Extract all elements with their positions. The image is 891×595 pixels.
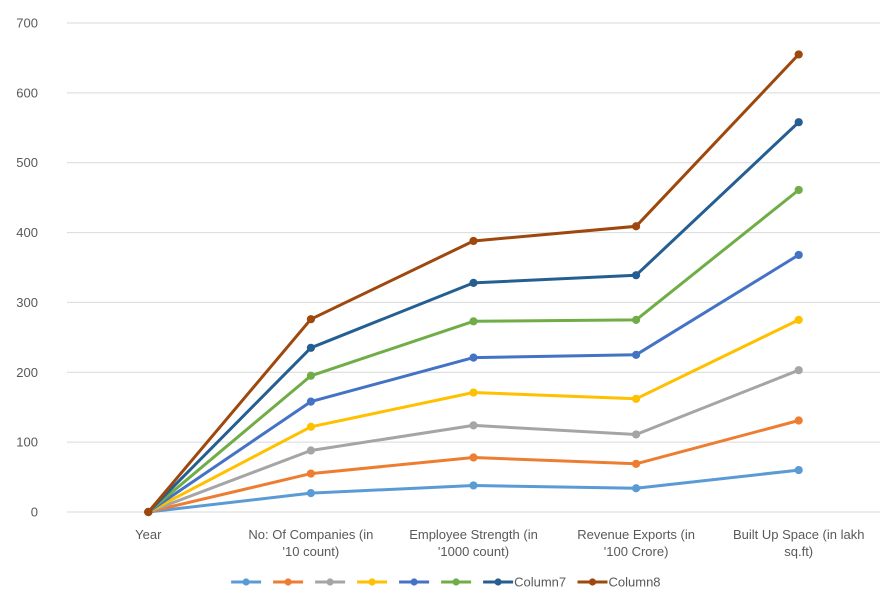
legend-item bbox=[231, 578, 262, 586]
data-point bbox=[306, 489, 315, 498]
data-point bbox=[794, 315, 803, 324]
data-point bbox=[306, 446, 315, 455]
data-point bbox=[794, 250, 803, 260]
data-point bbox=[469, 481, 478, 490]
data-point bbox=[794, 50, 803, 59]
legend-item bbox=[273, 578, 304, 586]
legend-swatch-marker bbox=[452, 578, 460, 586]
data-point bbox=[469, 236, 478, 246]
data-point bbox=[469, 317, 478, 326]
y-tick-label: 0 bbox=[31, 505, 38, 520]
legend-swatch-marker bbox=[588, 578, 597, 586]
legend-swatch-marker bbox=[494, 578, 502, 586]
y-tick-label: 700 bbox=[16, 16, 38, 31]
x-category-label: No: Of Companies (in '10 count) bbox=[248, 527, 373, 559]
data-point bbox=[144, 507, 153, 517]
y-tick-label: 300 bbox=[16, 295, 38, 310]
data-point bbox=[632, 350, 641, 359]
gridlines bbox=[67, 22, 880, 513]
data-point bbox=[469, 421, 478, 430]
x-category-label: Built Up Space (in lakh sq.ft) bbox=[733, 527, 865, 559]
series-4 bbox=[144, 315, 803, 517]
data-point bbox=[794, 465, 803, 475]
series-8 bbox=[144, 50, 803, 517]
y-axis-tick-labels: 0 100 200 300 400 500 600 700 bbox=[16, 16, 38, 520]
data-point bbox=[469, 353, 478, 362]
y-tick-label: 600 bbox=[16, 85, 38, 100]
data-point bbox=[794, 416, 803, 425]
legend: Column7 Column8 bbox=[231, 575, 661, 590]
data-point bbox=[632, 315, 641, 324]
data-point bbox=[306, 343, 315, 352]
y-tick-label: 100 bbox=[16, 435, 38, 450]
data-point bbox=[632, 271, 641, 280]
data-point bbox=[306, 469, 315, 478]
legend-swatch-marker bbox=[326, 578, 334, 586]
legend-item bbox=[399, 578, 430, 586]
data-point bbox=[469, 388, 478, 397]
data-point bbox=[306, 371, 315, 380]
data-point bbox=[794, 366, 803, 375]
data-point bbox=[632, 459, 641, 468]
data-point bbox=[469, 453, 478, 462]
legend-item: Column7 bbox=[483, 575, 566, 590]
y-tick-label: 400 bbox=[16, 225, 38, 240]
x-category-label: Revenue Exports (in '100 Crore) bbox=[577, 527, 695, 559]
data-point bbox=[306, 315, 315, 324]
legend-item bbox=[357, 578, 388, 586]
x-axis-category-labels: Year No: Of Companies (in '10 count) Employ… bbox=[135, 527, 864, 559]
legend-swatch-marker bbox=[284, 578, 292, 586]
x-category-label: Employee Strength (in '1000 count) bbox=[409, 527, 538, 559]
data-point bbox=[632, 394, 641, 403]
legend-item bbox=[441, 578, 472, 586]
data-point bbox=[469, 278, 478, 287]
legend-item bbox=[315, 578, 346, 586]
legend-swatch-marker bbox=[242, 578, 250, 586]
series-line bbox=[146, 419, 801, 514]
data-point bbox=[632, 222, 641, 231]
legend-item: Column8 bbox=[577, 575, 661, 590]
series-lines bbox=[144, 50, 803, 517]
data-point bbox=[306, 397, 315, 406]
legend-swatch-marker bbox=[410, 578, 418, 586]
x-category-label: Year bbox=[135, 527, 162, 542]
legend-label: Column7 bbox=[514, 575, 566, 590]
data-point bbox=[306, 422, 315, 431]
series-line bbox=[146, 253, 801, 514]
series-6 bbox=[144, 185, 803, 517]
legend-label: Column8 bbox=[609, 575, 661, 590]
legend-swatch-marker bbox=[368, 578, 376, 586]
data-point bbox=[632, 484, 641, 493]
y-tick-label: 500 bbox=[16, 155, 38, 170]
y-tick-label: 200 bbox=[16, 365, 38, 380]
data-point bbox=[794, 185, 803, 195]
data-point bbox=[632, 430, 641, 439]
data-point bbox=[794, 118, 803, 127]
